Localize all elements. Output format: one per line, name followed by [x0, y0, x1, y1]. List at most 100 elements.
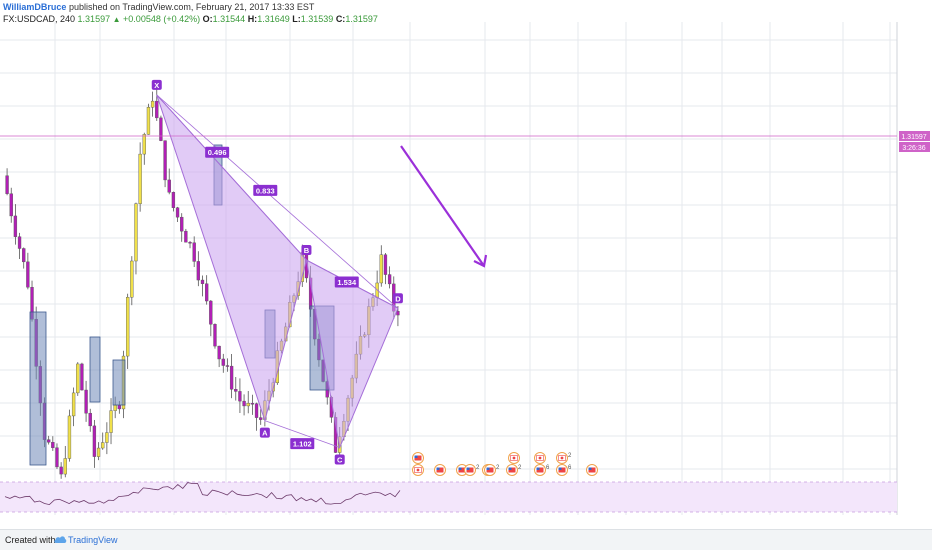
candle: [105, 422, 109, 455]
event-us-icon[interactable]: [434, 464, 446, 476]
candle: [92, 419, 97, 468]
candle-body: [155, 100, 159, 119]
last-price: 1.31597: [77, 14, 111, 24]
candle: [225, 358, 230, 372]
candle-body: [379, 254, 383, 284]
projection-arrow[interactable]: [400, 145, 485, 267]
candle-body: [142, 134, 146, 155]
candle-body: [209, 300, 213, 325]
us-flag-canton: [558, 467, 562, 470]
candle: [387, 266, 392, 289]
open-key: O:: [202, 14, 213, 24]
author-link[interactable]: WilliamDBruce: [3, 2, 67, 12]
event-ca-icon[interactable]: [412, 464, 424, 476]
candle-body: [84, 389, 88, 414]
ratio-ac: 1.102: [290, 438, 315, 450]
candle: [84, 380, 88, 422]
pattern-point-b: B: [301, 245, 312, 255]
us-flag-icon: [508, 467, 516, 473]
candle: [213, 323, 217, 349]
candle-body: [238, 391, 242, 402]
candle: [192, 236, 196, 267]
event-us-icon[interactable]: 2: [506, 464, 523, 476]
candle: [188, 241, 192, 249]
ratio-badge: [290, 438, 315, 450]
us-flag-icon: [414, 455, 422, 461]
us-flag-icon: [486, 467, 494, 473]
candle: [209, 299, 213, 337]
us-flag-icon: [558, 467, 566, 473]
event-ca-icon[interactable]: [534, 452, 546, 464]
event-us-icon[interactable]: 6: [534, 464, 551, 476]
candle: [234, 377, 238, 401]
harmonic-pattern[interactable]: X A B C D 0.496 1.102 1.534 0.833: [151, 79, 403, 465]
candle: [159, 115, 163, 142]
candle: [167, 168, 171, 195]
price-label: 1.31597: [901, 134, 926, 141]
candle-body: [196, 261, 200, 281]
low-value: 1.31539: [300, 14, 334, 24]
candle-body: [205, 283, 209, 302]
event-us-icon[interactable]: [586, 464, 598, 476]
ratio-label: 0.496: [208, 148, 227, 157]
candle-body: [138, 153, 142, 204]
candle-body: [134, 203, 138, 262]
us-flag-canton: [536, 467, 540, 470]
candle-body: [213, 324, 217, 347]
candle: [196, 251, 200, 287]
event-ca-icon[interactable]: 2: [556, 452, 573, 464]
candle-body: [184, 230, 188, 243]
event-us-icon[interactable]: [412, 452, 424, 464]
candle-body: [126, 297, 130, 357]
us-flag-canton: [588, 467, 592, 470]
candle-body: [71, 392, 76, 417]
candle-body: [9, 193, 13, 217]
rsi-band: [0, 482, 897, 512]
high-key: H:: [247, 14, 258, 24]
economic-events[interactable]: 2262622: [412, 452, 598, 476]
us-flag-canton: [414, 455, 418, 458]
up-triangle-icon: ▲: [112, 15, 121, 24]
candle: [150, 91, 155, 117]
created-with-text: Created with: [5, 535, 56, 545]
close-value: 1.31597: [345, 14, 378, 24]
candle: [205, 275, 209, 305]
candle-body: [171, 192, 176, 208]
candle: [76, 362, 80, 396]
candle: [238, 378, 242, 414]
candle: [221, 353, 225, 373]
candle-body: [117, 405, 121, 410]
pattern-point-badge: [334, 454, 345, 465]
candle: [171, 191, 176, 212]
candle: [59, 462, 63, 479]
event-us-icon[interactable]: 6: [556, 464, 573, 476]
pattern-line-xb: [156, 94, 307, 261]
tradingview-brand[interactable]: TradingView: [68, 535, 118, 545]
symbol-label[interactable]: FX:USDCAD, 240: [3, 14, 76, 24]
candle-body: [76, 363, 80, 394]
symbol-legend: FX:USDCAD, 240 1.31597 ▲ +0.00548 (+0.42…: [3, 14, 378, 24]
candle-body: [150, 100, 155, 108]
countdown-box: [899, 142, 930, 152]
us-flag-icon: [458, 467, 466, 473]
event-us-icon[interactable]: 2: [484, 464, 501, 476]
candle-body: [159, 117, 163, 141]
candle-body: [383, 254, 388, 275]
ratio-label: 0.833: [256, 186, 275, 195]
candle: [184, 228, 188, 243]
candle: [26, 252, 30, 290]
candle-body: [5, 175, 9, 194]
candle: [259, 408, 263, 425]
event-count: 2: [568, 453, 572, 459]
ratio-xd: 0.833: [253, 184, 278, 196]
candle: [126, 293, 130, 369]
candle: [217, 345, 221, 368]
candle: [22, 247, 26, 269]
volume-block: [112, 359, 126, 406]
candle-body: [163, 140, 167, 181]
event-ca-icon[interactable]: [508, 452, 520, 464]
event-us-icon[interactable]: 2: [464, 464, 481, 476]
projection-arrowhead: [473, 254, 488, 268]
candle: [13, 204, 18, 245]
